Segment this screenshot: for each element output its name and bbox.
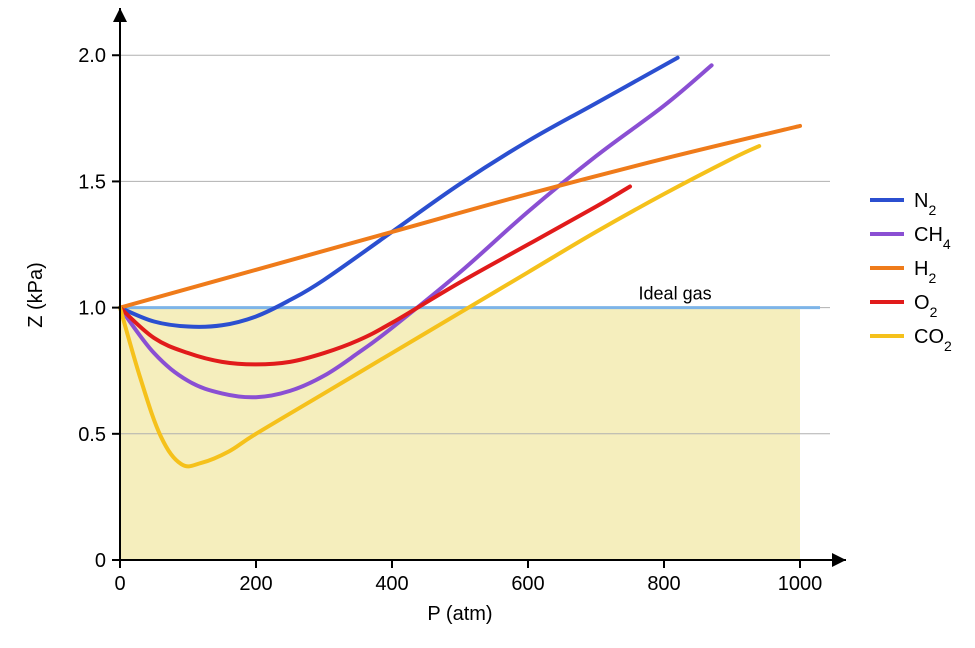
compressibility-chart: Ideal gas 0 200 400 600 800 1000 0 0.5 1.0 1.5 2.0 P… [0, 0, 975, 648]
x-axis-label: P (atm) [427, 603, 492, 625]
y-tick-label: 0.5 [78, 424, 106, 446]
y-tick-label: 2.0 [78, 45, 106, 67]
x-tick-label: 400 [375, 573, 408, 595]
x-tick-label: 200 [239, 573, 272, 595]
ideal-gas-label: Ideal gas [639, 284, 712, 304]
x-tick-label: 800 [647, 573, 680, 595]
y-axis-label: Z (kPa) [25, 262, 47, 328]
y-tick-label: 1.0 [78, 298, 106, 320]
y-tick-label: 1.5 [78, 171, 106, 193]
y-tick-label: 0 [95, 550, 106, 572]
x-tick-label: 600 [511, 573, 544, 595]
x-tick-label: 1000 [778, 573, 823, 595]
x-tick-label: 0 [114, 573, 125, 595]
